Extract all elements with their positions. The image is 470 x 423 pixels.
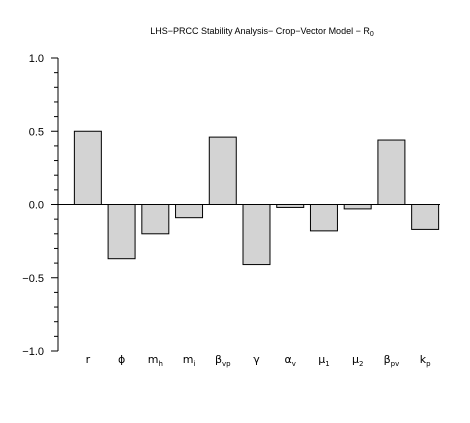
y-axis: 1.0 0.5 0.0 −0.5 −1.0 <box>22 53 59 358</box>
x-tick-label: μ2 <box>352 353 363 368</box>
x-tick-label: γ <box>253 353 260 366</box>
x-tick-label: mi <box>183 353 196 368</box>
x-tick-label: kp <box>420 353 431 368</box>
y-tick-label: 1.0 <box>29 53 44 65</box>
x-tick-label: r <box>86 353 91 366</box>
x-tick-label: mh <box>148 353 163 368</box>
y-tick-label: 0.5 <box>29 126 44 138</box>
bar <box>73 130 102 205</box>
y-tick-label: −0.5 <box>22 273 44 285</box>
y-tick-label: 0.0 <box>29 200 44 212</box>
y-tick-label: −1.0 <box>22 346 44 358</box>
chart-title-text: LHS−PRCC Stability Analysis− Crop−Vector… <box>150 26 370 36</box>
bars <box>73 130 440 266</box>
bar <box>175 204 204 219</box>
x-tick-label: ϕ <box>118 353 125 366</box>
bar <box>276 204 305 208</box>
bar <box>107 204 136 260</box>
bar <box>242 204 271 266</box>
chart-title: LHS−PRCC Stability Analysis− Crop−Vector… <box>150 26 374 38</box>
bar <box>309 204 338 232</box>
bar <box>377 139 406 205</box>
x-axis-labels: r ϕ mh mi βvp γ αv μ1 μ2 βpv kp <box>86 353 431 368</box>
x-tick-label: αv <box>285 353 296 368</box>
chart-title-subscript: 0 <box>370 31 374 38</box>
bar <box>343 204 372 210</box>
x-tick-label: βvp <box>215 353 231 368</box>
bar <box>411 204 440 230</box>
x-tick-label: μ1 <box>318 353 329 368</box>
bar <box>208 136 237 205</box>
bar <box>141 204 170 235</box>
x-tick-label: βpv <box>384 353 400 368</box>
